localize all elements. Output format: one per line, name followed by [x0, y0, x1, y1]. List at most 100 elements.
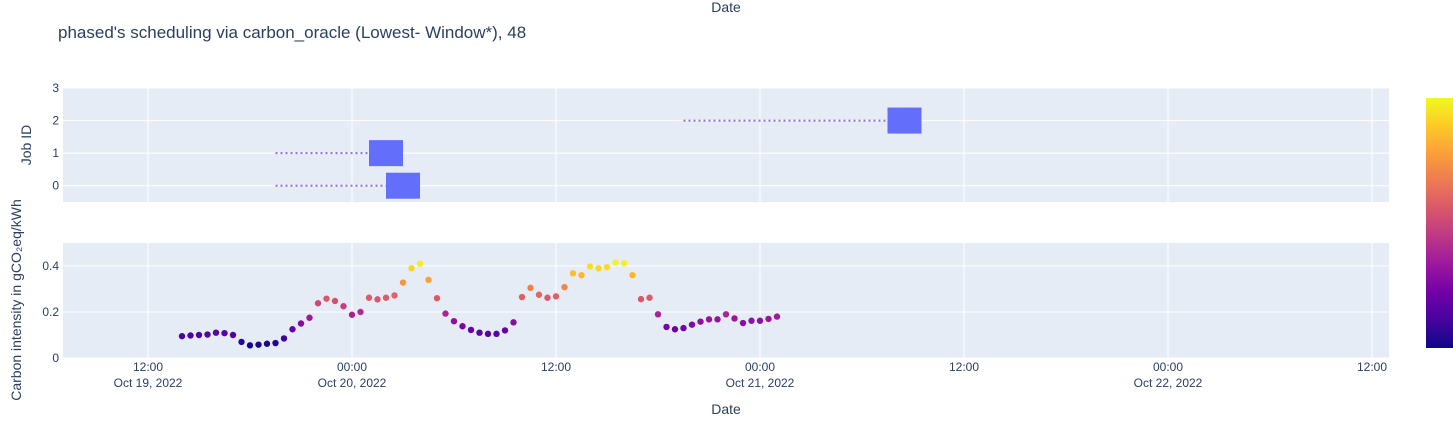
carbon-point — [187, 332, 194, 339]
carbon-point — [467, 326, 475, 334]
job-1-bar — [369, 140, 403, 167]
carbon-point — [756, 317, 764, 324]
x-tick-time-label: 00:00 — [337, 360, 367, 374]
carbon-point — [484, 330, 492, 338]
gantt-y-axis-label: Job ID — [18, 125, 34, 165]
carbon-point — [654, 311, 662, 318]
carbon-point — [476, 329, 483, 336]
x-tick-date-label: Oct 19, 2022 — [114, 376, 183, 390]
x-tick-time-label: 12:00 — [541, 360, 571, 374]
chart-title: phased's scheduling via carbon_oracle (L… — [58, 23, 526, 42]
carbon-point — [314, 300, 322, 307]
carbon-point — [221, 329, 228, 337]
carbon-point — [246, 342, 254, 349]
carbon-point — [663, 323, 670, 331]
scatter-y-tick-label: 0 — [52, 351, 59, 365]
carbon-point — [595, 265, 602, 272]
gantt-plot-area — [63, 88, 1389, 202]
x-tick-time-label: 00:00 — [1153, 360, 1183, 374]
carbon-point — [382, 294, 390, 301]
carbon-point — [629, 272, 636, 279]
top-x-axis-label: Date — [711, 0, 741, 15]
carbon-point — [416, 260, 424, 267]
x-tick-date-label: Oct 21, 2022 — [726, 376, 795, 390]
carbon-point — [450, 318, 458, 325]
carbon-point — [374, 296, 381, 303]
scatter-x-ticks: 12:00 Oct 19, 2022 00:00 Oct 20, 2022 12:00 0… — [114, 360, 1388, 390]
carbon-point — [637, 295, 645, 303]
carbon-point — [442, 310, 449, 317]
carbon-point — [399, 279, 407, 286]
carbon-point — [272, 339, 279, 347]
carbon-point — [348, 311, 356, 318]
scatter-points — [178, 259, 781, 349]
carbon-point — [544, 294, 551, 301]
x-tick-time-label: 12:00 — [1357, 360, 1387, 374]
carbon-point — [365, 294, 373, 301]
carbon-point — [425, 276, 432, 283]
gantt-y-tick-label: 3 — [52, 81, 59, 95]
carbon-point — [501, 327, 509, 334]
gantt-y-tick-label: 1 — [52, 146, 59, 160]
carbon-point — [238, 338, 245, 346]
carbon-point — [620, 260, 628, 267]
carbon-point — [195, 331, 203, 339]
carbon-point — [255, 341, 262, 348]
carbon-point — [518, 293, 526, 301]
gantt-jobs — [275, 107, 922, 199]
gantt-y-ticks: 0 1 2 3 — [52, 81, 59, 193]
carbon-point — [646, 294, 653, 301]
carbon-point — [289, 326, 296, 333]
scatter-plot-area — [63, 243, 1389, 358]
carbon-point — [433, 295, 441, 302]
carbon-point — [586, 263, 594, 270]
carbon-point — [212, 329, 220, 336]
job-2-bar — [887, 107, 922, 134]
carbon-point — [229, 331, 237, 339]
colorbar — [1426, 98, 1453, 348]
scatter-y-ticks: 0 0.2 0.4 — [42, 259, 59, 365]
carbon-point — [688, 321, 696, 328]
carbon-point — [705, 316, 713, 323]
carbon-point — [748, 317, 755, 324]
carbon-point — [714, 316, 721, 323]
carbon-point — [697, 318, 704, 325]
x-tick-date-label: Oct 20, 2022 — [318, 376, 387, 390]
x-tick-date-label: Oct 22, 2022 — [1134, 376, 1203, 390]
carbon-point — [357, 308, 364, 316]
carbon-point — [680, 324, 687, 332]
gantt-gridlines — [63, 87, 1389, 202]
carbon-point — [306, 314, 313, 321]
carbon-point — [408, 265, 415, 272]
carbon-point — [527, 284, 534, 292]
carbon-point — [178, 332, 186, 340]
carbon-point — [578, 272, 585, 279]
job-0-bar — [386, 172, 420, 199]
x-tick-time-label: 12:00 — [949, 360, 979, 374]
carbon-point — [731, 315, 738, 322]
carbon-point — [603, 263, 611, 271]
carbon-point — [280, 335, 288, 342]
carbon-point — [671, 326, 679, 333]
bottom-x-axis-label: Date — [711, 401, 741, 417]
carbon-point — [204, 331, 211, 338]
carbon-point — [612, 259, 619, 266]
carbon-point — [331, 297, 339, 305]
carbon-point — [493, 330, 500, 338]
carbon-point — [297, 320, 305, 327]
scatter-y-tick-label: 0.2 — [42, 305, 59, 319]
carbon-point — [561, 283, 568, 291]
carbon-point — [323, 295, 330, 302]
carbon-point — [552, 293, 560, 300]
gantt-y-tick-label: 2 — [52, 114, 59, 128]
carbon-point — [510, 319, 517, 326]
gantt-y-tick-label: 0 — [52, 179, 59, 193]
carbon-point — [391, 292, 398, 299]
x-tick-time-label: 12:00 — [133, 360, 163, 374]
carbon-point — [569, 270, 577, 277]
carbon-point — [722, 311, 730, 318]
scatter-y-axis-label: Carbon intensity in gCO₂eq/kWh — [8, 199, 24, 401]
carbon-point — [263, 340, 271, 347]
carbon-point — [773, 313, 781, 320]
